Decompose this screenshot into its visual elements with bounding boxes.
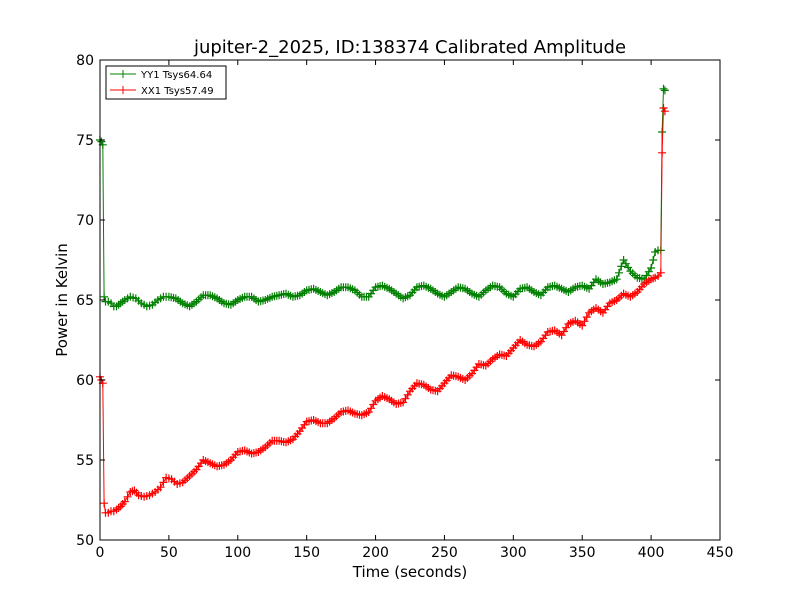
y-tick-label: 55 [76, 453, 94, 469]
y-tick-label: 70 [76, 213, 94, 229]
data-point [120, 497, 129, 506]
data-point [649, 274, 658, 283]
data-point [612, 275, 621, 284]
x-tick-label: 400 [638, 545, 665, 561]
x-tick-label: 350 [569, 545, 596, 561]
x-tick-label: 150 [293, 545, 320, 561]
x-tick-label: 0 [96, 545, 105, 561]
x-tick-label: 450 [707, 545, 734, 561]
series-1 [96, 104, 669, 517]
data-point [582, 313, 591, 322]
data-point [660, 86, 669, 95]
data-point [580, 317, 589, 326]
data-point [658, 128, 667, 136]
data-point [100, 499, 109, 508]
data-point [656, 268, 665, 277]
legend-marker-yy1 [119, 70, 127, 78]
legend-marker-xx1 [119, 86, 127, 94]
data-point [128, 487, 137, 496]
data-point [660, 107, 669, 116]
x-axis: 0 50 100 150 200 250 300 350 400 450 [96, 60, 734, 561]
legend: YY1 Tsys64.64 XX1 Tsys57.49 [105, 65, 227, 100]
data-point [658, 148, 667, 157]
x-axis-label: Time (seconds) [352, 563, 468, 581]
y-tick-label: 75 [76, 133, 94, 149]
data-point [659, 84, 668, 93]
legend-label-yy1: YY1 Tsys64.64 [140, 70, 212, 81]
x-tick-label: 200 [362, 545, 389, 561]
data-point [100, 292, 109, 301]
y-axis-label: Power in Kelvin [53, 243, 71, 357]
data-point [578, 321, 587, 330]
y-tick-label: 80 [76, 53, 94, 69]
x-tick-label: 300 [500, 545, 527, 561]
x-tick-label: 100 [224, 545, 251, 561]
data-point [116, 299, 125, 308]
plot-series [96, 84, 669, 517]
data-point [123, 492, 132, 501]
data-point [159, 478, 168, 487]
data-point [615, 268, 623, 277]
y-tick-label: 65 [76, 293, 94, 309]
data-point [617, 262, 626, 271]
x-tick-label: 50 [160, 545, 178, 561]
legend-box [105, 65, 227, 100]
data-point [649, 256, 658, 264]
y-tick-label: 50 [76, 533, 94, 549]
data-point [647, 264, 656, 272]
y-tick-label: 60 [76, 373, 94, 389]
chart-title: jupiter-2_2025, ID:138374 Calibrated Amp… [193, 37, 626, 58]
data-point [156, 483, 165, 492]
x-tick-label: 250 [431, 545, 458, 561]
legend-label-xx1: XX1 Tsys57.49 [141, 86, 214, 97]
series-0 [96, 84, 669, 311]
y-axis: 50 55 60 65 70 75 80 [76, 53, 720, 549]
